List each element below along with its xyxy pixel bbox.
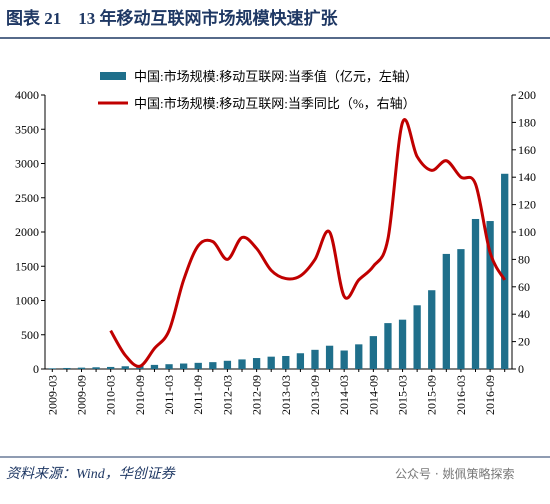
bar bbox=[398, 319, 407, 369]
bar bbox=[194, 362, 202, 369]
bar bbox=[296, 353, 305, 369]
bar bbox=[340, 350, 348, 369]
y-tick-label: 500 bbox=[21, 328, 39, 342]
x-tick-label: 2009-03 bbox=[45, 375, 59, 415]
bar bbox=[63, 367, 71, 369]
bar bbox=[428, 290, 436, 369]
legend-label: 中国:市场规模:移动互联网:当季同比（%，右轴） bbox=[134, 96, 416, 111]
bar bbox=[150, 364, 159, 369]
bar bbox=[501, 173, 509, 369]
x-tick-label: 2015-03 bbox=[396, 375, 410, 415]
y2-tick-label: 160 bbox=[518, 143, 536, 157]
bar bbox=[355, 344, 363, 369]
y-tick-label: 2000 bbox=[15, 225, 39, 239]
y2-tick-label: 100 bbox=[518, 225, 536, 239]
legend-swatch bbox=[100, 72, 126, 80]
y-tick-label: 1000 bbox=[15, 294, 39, 308]
bar bbox=[282, 355, 290, 369]
bar bbox=[252, 358, 261, 369]
bar bbox=[413, 305, 421, 369]
y2-tick-label: 120 bbox=[518, 198, 536, 212]
source: 资料来源：Wind，华创证券 bbox=[6, 466, 176, 482]
x-tick-label: 2016-09 bbox=[483, 375, 497, 415]
bar bbox=[77, 367, 86, 369]
bar bbox=[92, 367, 100, 369]
bar bbox=[48, 368, 56, 369]
x-tick-label: 2014-09 bbox=[366, 375, 380, 415]
bar bbox=[325, 345, 334, 369]
x-tick-label: 2011-03 bbox=[162, 375, 176, 415]
y2-tick-label: 200 bbox=[518, 88, 536, 102]
y2-tick-label: 180 bbox=[518, 115, 536, 129]
x-tick-label: 2010-03 bbox=[104, 375, 118, 415]
y-tick-label: 3000 bbox=[15, 157, 39, 171]
y-tick-label: 3500 bbox=[15, 122, 39, 136]
y-tick-label: 0 bbox=[33, 362, 39, 376]
legend-label: 中国:市场规模:移动互联网:当季值（亿元，左轴） bbox=[134, 69, 418, 84]
y-tick-label: 4000 bbox=[15, 88, 39, 102]
bar bbox=[442, 253, 450, 369]
y2-tick-label: 20 bbox=[518, 335, 530, 349]
x-tick-label: 2012-09 bbox=[250, 375, 264, 415]
bar bbox=[223, 360, 232, 369]
bar bbox=[107, 366, 115, 369]
bar bbox=[457, 249, 465, 369]
bar bbox=[486, 221, 494, 369]
x-tick-label: 2009-09 bbox=[74, 375, 88, 415]
bar bbox=[267, 356, 275, 369]
bar bbox=[165, 364, 173, 369]
y2-tick-label: 40 bbox=[518, 307, 530, 321]
bar bbox=[471, 218, 480, 369]
bar bbox=[238, 359, 246, 369]
y-tick-label: 1500 bbox=[15, 259, 39, 273]
y2-tick-label: 0 bbox=[518, 362, 524, 376]
x-tick-label: 2010-09 bbox=[133, 375, 147, 415]
x-tick-label: 2014-03 bbox=[337, 375, 351, 415]
bar bbox=[121, 366, 129, 369]
bar bbox=[384, 323, 392, 369]
y-tick-label: 2500 bbox=[15, 191, 39, 205]
chart-title: 图表 21 13 年移动互联网市场规模快速扩张 bbox=[6, 8, 338, 28]
bar bbox=[311, 349, 319, 369]
y2-tick-label: 80 bbox=[518, 252, 530, 266]
y2-tick-label: 140 bbox=[518, 170, 536, 184]
x-tick-label: 2016-03 bbox=[454, 375, 468, 415]
x-tick-label: 2012-03 bbox=[220, 375, 234, 415]
bar bbox=[209, 362, 217, 369]
x-tick-label: 2013-09 bbox=[308, 375, 322, 415]
y2-tick-label: 60 bbox=[518, 280, 530, 294]
bar bbox=[179, 363, 188, 369]
line bbox=[109, 118, 507, 368]
x-tick-label: 2013-03 bbox=[279, 375, 293, 415]
bar bbox=[369, 336, 378, 369]
x-tick-label: 2015-09 bbox=[425, 375, 439, 415]
x-tick-label: 2011-09 bbox=[191, 375, 205, 415]
watermark: 公众号 · 姚佩策略探索 bbox=[395, 466, 514, 481]
